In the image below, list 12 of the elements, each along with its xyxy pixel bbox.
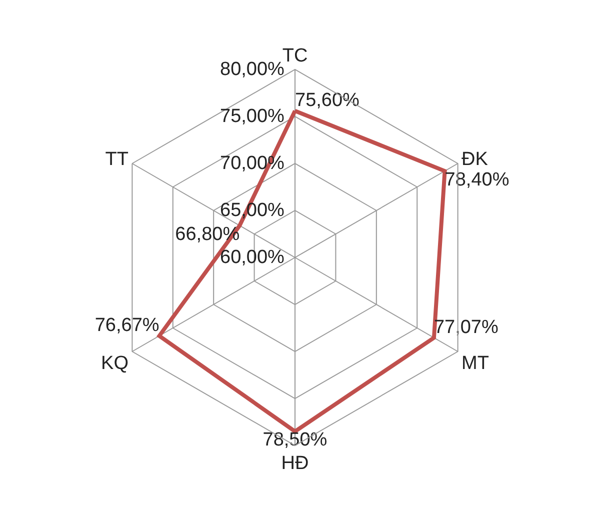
y-tick-label: 75,00%: [220, 106, 285, 127]
data-label: 75,60%: [295, 90, 360, 112]
spoke-label: TC: [282, 45, 308, 66]
spoke-label: HĐ: [281, 452, 309, 474]
data-label: 76,67%: [94, 315, 160, 336]
y-tick-label: 60,00%: [220, 247, 285, 268]
spoke-label: MT: [462, 352, 490, 374]
spoke-label: KQ: [101, 352, 128, 374]
spoke-label: TT: [105, 149, 129, 170]
y-tick-label: 80,00%: [220, 59, 285, 80]
data-label: 78,50%: [262, 430, 328, 451]
spoke-label: ĐK: [462, 149, 488, 170]
